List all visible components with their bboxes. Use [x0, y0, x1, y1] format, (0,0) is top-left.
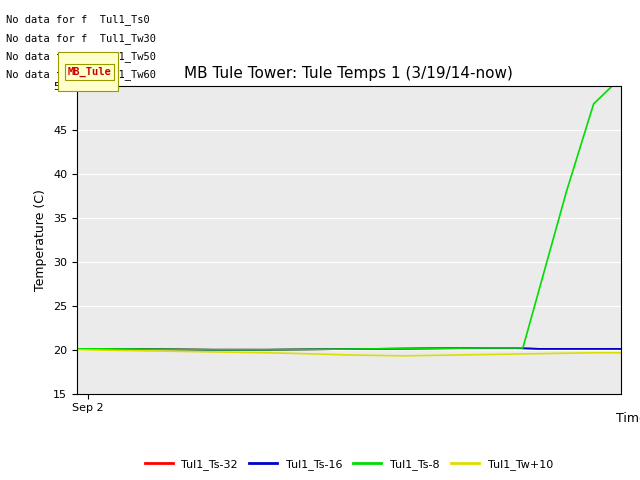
- Legend: Tul1_Ts-32, Tul1_Ts-16, Tul1_Ts-8, Tul1_Tw+10: Tul1_Ts-32, Tul1_Ts-16, Tul1_Ts-8, Tul1_…: [140, 455, 557, 474]
- Text: No data for f  Tul1_Tw60: No data for f Tul1_Tw60: [6, 69, 156, 80]
- Text: No data for f  Tul1_Tw30: No data for f Tul1_Tw30: [6, 33, 156, 44]
- Y-axis label: Temperature (C): Temperature (C): [35, 189, 47, 291]
- Title: MB Tule Tower: Tule Temps 1 (3/19/14-now): MB Tule Tower: Tule Temps 1 (3/19/14-now…: [184, 66, 513, 81]
- Text: No data for f  Tul1_Tw50: No data for f Tul1_Tw50: [6, 51, 156, 62]
- X-axis label: Time: Time: [616, 412, 640, 425]
- Text: No data for f  Tul1_Ts0: No data for f Tul1_Ts0: [6, 14, 150, 25]
- Text: MB_Tule: MB_Tule: [67, 67, 111, 77]
